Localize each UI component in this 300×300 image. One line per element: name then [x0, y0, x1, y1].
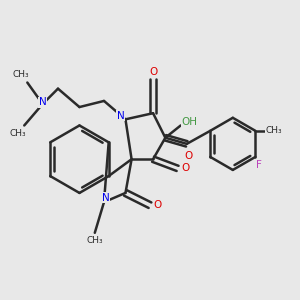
Text: O: O — [154, 200, 162, 210]
Text: O: O — [184, 151, 193, 161]
Text: CH₃: CH₃ — [13, 70, 29, 80]
Text: OH: OH — [182, 117, 198, 128]
Text: O: O — [149, 67, 157, 77]
Text: N: N — [102, 193, 110, 202]
Text: CH₃: CH₃ — [10, 129, 26, 138]
Text: N: N — [39, 98, 46, 107]
Text: O: O — [181, 164, 189, 173]
Text: N: N — [117, 111, 125, 121]
Text: CH₃: CH₃ — [86, 236, 103, 245]
Text: F: F — [256, 160, 261, 170]
Text: CH₃: CH₃ — [266, 126, 282, 135]
